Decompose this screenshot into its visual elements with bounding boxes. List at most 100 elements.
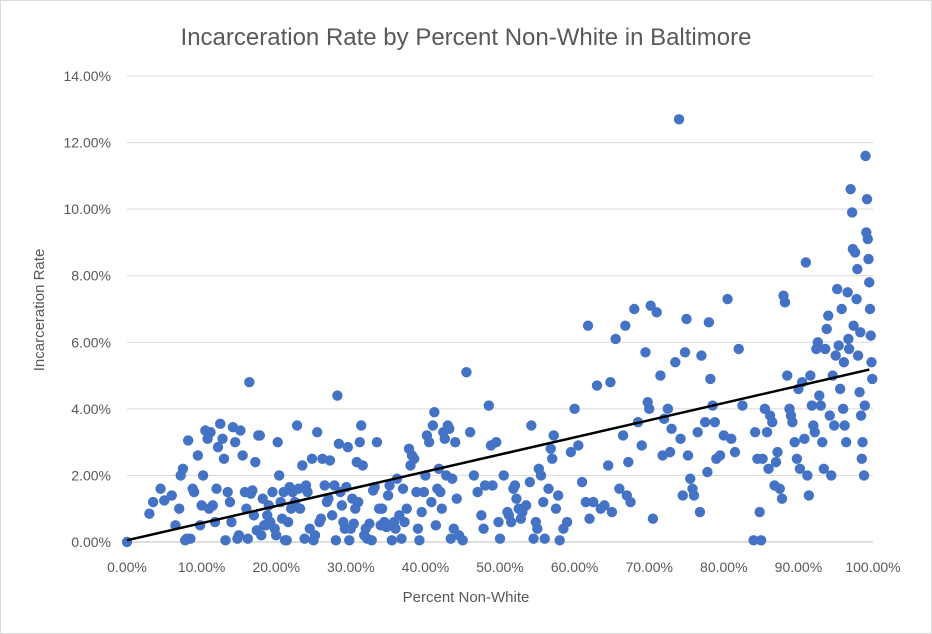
data-point	[429, 406, 440, 418]
data-point	[688, 490, 700, 501]
data-point	[291, 420, 303, 431]
data-point	[396, 533, 407, 544]
data-point	[436, 503, 448, 514]
data-point	[812, 337, 823, 348]
data-point	[757, 453, 768, 464]
data-point	[376, 503, 388, 514]
data-point	[782, 370, 793, 381]
data-point	[749, 426, 761, 438]
data-point	[561, 516, 573, 528]
data-point	[205, 426, 216, 438]
x-tick-label: 60.00%	[551, 559, 598, 575]
x-tick-label: 100.00%	[845, 559, 900, 575]
data-point	[272, 436, 283, 448]
data-point	[254, 430, 265, 441]
data-point	[294, 503, 306, 514]
data-point	[144, 508, 155, 519]
data-point	[805, 370, 816, 381]
data-point	[673, 114, 685, 125]
data-point	[487, 480, 498, 491]
data-point	[411, 486, 422, 498]
data-point	[302, 486, 313, 498]
data-point	[864, 277, 875, 288]
data-point	[182, 435, 194, 446]
data-point	[535, 470, 547, 481]
data-point	[824, 410, 835, 421]
data-point	[281, 535, 292, 546]
data-point	[565, 446, 577, 458]
y-tick-label: 4.00%	[71, 401, 111, 417]
data-point	[862, 233, 873, 245]
data-point	[332, 390, 343, 401]
data-point	[651, 307, 662, 318]
data-point	[851, 293, 862, 305]
data-point	[532, 523, 543, 534]
data-point	[353, 496, 364, 508]
data-point	[682, 450, 694, 461]
data-point	[763, 463, 774, 474]
data-point	[174, 503, 185, 514]
data-point	[330, 535, 342, 546]
data-point	[237, 450, 248, 461]
data-point	[726, 433, 737, 445]
data-point	[538, 496, 549, 508]
data-point	[839, 420, 850, 431]
data-point	[166, 490, 177, 501]
data-point	[705, 373, 716, 385]
data-point	[843, 333, 854, 345]
data-point	[647, 513, 659, 524]
data-point	[371, 436, 383, 448]
data-point	[826, 470, 837, 481]
data-point	[761, 426, 773, 438]
data-point	[524, 476, 536, 488]
data-point	[610, 333, 621, 345]
data-point	[483, 400, 495, 411]
data-point	[767, 416, 778, 428]
data-point	[662, 403, 674, 415]
data-point	[702, 466, 713, 478]
data-point	[543, 483, 554, 494]
data-point	[645, 300, 656, 311]
data-point	[319, 480, 330, 491]
data-point	[836, 303, 847, 315]
data-point	[755, 535, 767, 546]
data-point	[493, 516, 504, 528]
data-point	[666, 423, 677, 435]
data-point	[772, 446, 783, 458]
data-point	[814, 390, 825, 401]
data-point	[800, 257, 812, 268]
x-axis-label: Percent Non-White	[403, 589, 530, 606]
data-point	[439, 433, 450, 445]
data-point	[409, 453, 420, 464]
data-point	[838, 357, 850, 368]
x-tick-label: 20.00%	[252, 559, 299, 575]
data-point	[218, 453, 230, 464]
y-tick-label: 6.00%	[71, 334, 111, 350]
data-point	[233, 530, 245, 541]
data-point	[468, 470, 480, 481]
data-point	[226, 516, 237, 528]
data-point	[215, 418, 226, 430]
y-tick-label: 10.00%	[64, 201, 111, 217]
x-tick-label: 90.00%	[775, 559, 822, 575]
data-point	[244, 377, 255, 388]
trendline	[126, 368, 870, 542]
data-point	[366, 535, 377, 546]
chart-title: Incarceration Rate by Percent Non-White …	[181, 24, 752, 51]
data-point	[323, 493, 334, 504]
x-tick-label: 80.00%	[700, 559, 747, 575]
data-point	[821, 323, 832, 335]
data-point	[722, 293, 733, 305]
data-point	[197, 470, 209, 481]
data-point	[444, 423, 455, 435]
data-point	[840, 436, 852, 448]
data-point	[857, 436, 868, 448]
data-point	[831, 283, 843, 295]
data-point	[464, 426, 476, 438]
data-point	[511, 493, 522, 504]
data-point	[273, 470, 285, 481]
data-point	[333, 438, 345, 450]
data-point	[250, 456, 261, 468]
data-point	[867, 373, 878, 385]
data-point	[476, 510, 487, 521]
